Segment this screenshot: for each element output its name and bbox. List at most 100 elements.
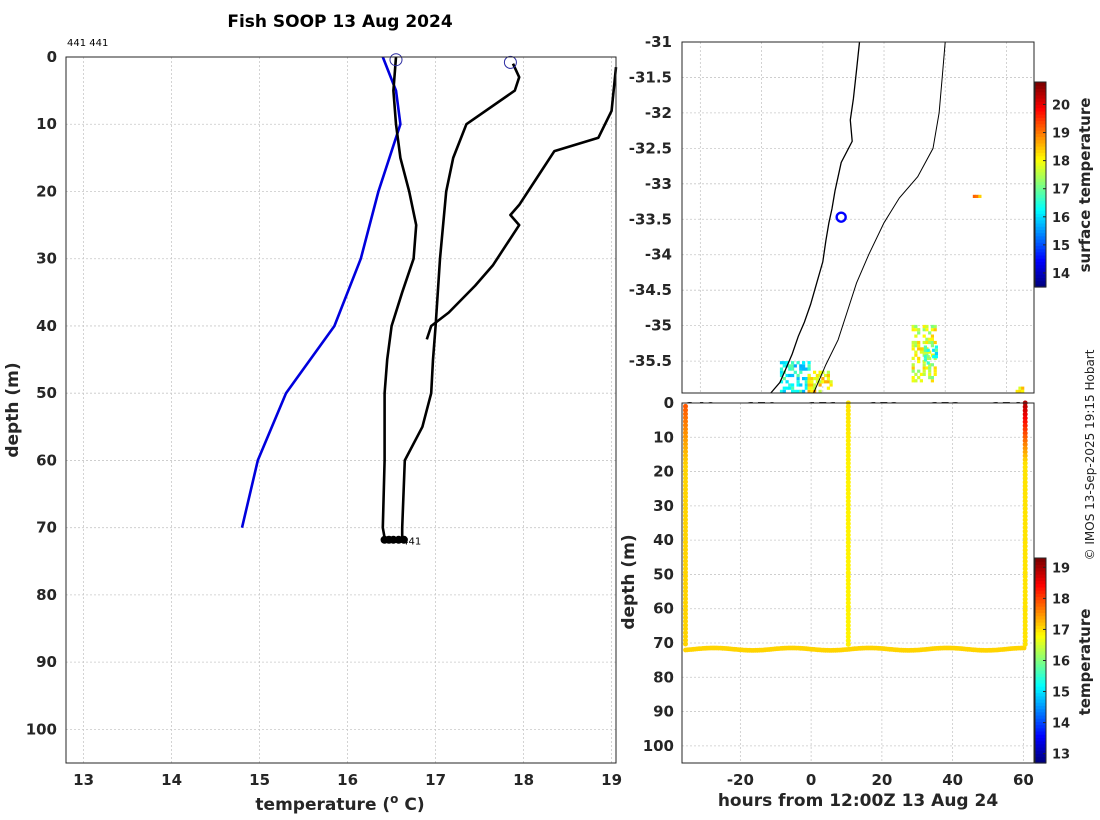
- cast-point: [1022, 551, 1028, 557]
- temperature-colorbar-cell: [1035, 657, 1046, 662]
- sst-colorbar-cell: [1035, 158, 1046, 163]
- map-grid: [682, 41, 1034, 393]
- cast-point: [845, 457, 851, 463]
- sst-pixel: [782, 389, 786, 393]
- cast-point: [1022, 423, 1028, 429]
- temperature-colorbar-cell: [1035, 606, 1046, 610]
- sst-pixel: [807, 389, 811, 393]
- sst-colorbar-cell: [1035, 194, 1046, 198]
- cast-point: [845, 528, 851, 534]
- cast-point: [683, 603, 688, 609]
- depth-axis-label: depth (m): [3, 362, 23, 457]
- sst-pixel: [1018, 389, 1022, 393]
- cast-point: [1022, 570, 1028, 576]
- cast-point: [683, 483, 688, 489]
- cast-point: [845, 517, 851, 523]
- sst-pixel: [818, 383, 822, 387]
- temperature-colorbar-cell: [1035, 590, 1046, 594]
- map-tick-labels: 149150151152153154-31-31.5-32-32.5-33-33…: [629, 33, 1022, 417]
- temperature-colorbar-cell: [1035, 730, 1046, 735]
- cast-point: [845, 630, 851, 636]
- sst-pixel: [917, 331, 921, 335]
- cast-point: [845, 562, 851, 568]
- sst-pixel: [804, 386, 808, 390]
- temperature-colorbar-tick-label: 16: [1052, 655, 1070, 670]
- sst-pixel: [914, 324, 918, 329]
- temperature-colorbar-cell: [1035, 737, 1046, 742]
- sst-pixel: [815, 373, 819, 378]
- profile-start-marker: [503, 55, 517, 69]
- cast-point: [845, 607, 851, 613]
- temperature-colorbar-cell: [1035, 654, 1046, 658]
- sst-pixel: [923, 358, 927, 362]
- cast-point: [683, 403, 688, 409]
- sst-colorbar-cell: [1035, 142, 1046, 147]
- cast-point: [1022, 494, 1028, 500]
- sst-pixel: [933, 366, 937, 370]
- sst-pixel: [917, 376, 921, 380]
- cast-point: [845, 589, 851, 595]
- cast-point: [683, 498, 688, 504]
- map-lat-tick-label: -35: [645, 317, 672, 335]
- temperature-colorbar-cell: [1035, 574, 1046, 578]
- temperature-colorbar-cell: [1035, 686, 1046, 690]
- y-tick-label: 60: [36, 451, 57, 469]
- cast-point: [683, 411, 688, 417]
- sst-colorbar-cell: [1035, 98, 1046, 102]
- cast-point: [845, 479, 851, 485]
- sst-pixel: [926, 348, 930, 352]
- cast-point: [1022, 426, 1028, 432]
- sst-colorbar-cell: [1035, 216, 1046, 221]
- temperature-colorbar-cell: [1035, 750, 1046, 754]
- temperature-colorbar-cell: [1035, 647, 1046, 652]
- cast-point: [1022, 457, 1028, 463]
- sst-pixel: [911, 340, 915, 345]
- cast-point: [683, 569, 688, 575]
- sst-colorbar-cell: [1035, 187, 1046, 192]
- sst-colorbar-cell: [1035, 94, 1046, 99]
- hours-tick-label: 0: [806, 771, 816, 789]
- temperature-colorbar-cell: [1035, 676, 1046, 681]
- cast-point: [1022, 577, 1028, 583]
- shelf-contour: [813, 41, 946, 394]
- temperature-colorbar-cell: [1035, 670, 1046, 674]
- sst-pixel: [799, 364, 803, 368]
- sst-pixel: [922, 369, 926, 373]
- cast-point: [845, 460, 851, 466]
- x-tick-label: 17: [425, 771, 446, 789]
- temperature-colorbar-cell: [1035, 679, 1046, 684]
- temperature-colorbar-cell: [1035, 628, 1046, 633]
- temperature-colorbar-cell: [1035, 711, 1046, 716]
- cast-point: [1022, 521, 1028, 527]
- temperature-colorbar-cell: [1035, 740, 1046, 745]
- cast-point: [1022, 626, 1028, 632]
- cast-point: [683, 437, 688, 443]
- temperature-colorbar-cell: [1035, 705, 1046, 710]
- sst-pixel: [807, 373, 811, 378]
- map-lat-tick-label: -33: [645, 175, 672, 193]
- ts-depth-tick-label: 0: [664, 394, 674, 412]
- sst-pixel: [815, 377, 819, 381]
- temperature-colorbar-cell: [1035, 570, 1046, 575]
- cast-point: [845, 555, 851, 561]
- cast-point: [683, 449, 688, 455]
- cast-point: [845, 619, 851, 625]
- y-tick-label: 100: [26, 720, 57, 738]
- ts-depth-tick-label: 90: [653, 703, 674, 721]
- cast-point: [845, 585, 851, 591]
- cast-point: [683, 419, 688, 424]
- sst-colorbar-cell: [1035, 242, 1046, 246]
- sst-pixel: [779, 373, 784, 378]
- cast-point: [683, 468, 688, 473]
- sst-pixel: [919, 347, 923, 351]
- temperature-colorbar-cell: [1035, 724, 1046, 729]
- cast-point: [683, 434, 688, 440]
- sst-colorbar-cell: [1035, 117, 1046, 122]
- temperature-colorbar-cell: [1035, 615, 1046, 620]
- temperature-colorbar-cell: [1035, 727, 1046, 732]
- cast-point: [1022, 528, 1028, 534]
- cast-point: [1022, 615, 1028, 621]
- sst-pixel: [933, 372, 937, 376]
- sst-pixel: [911, 376, 915, 380]
- temperature-colorbar-cell: [1035, 721, 1046, 726]
